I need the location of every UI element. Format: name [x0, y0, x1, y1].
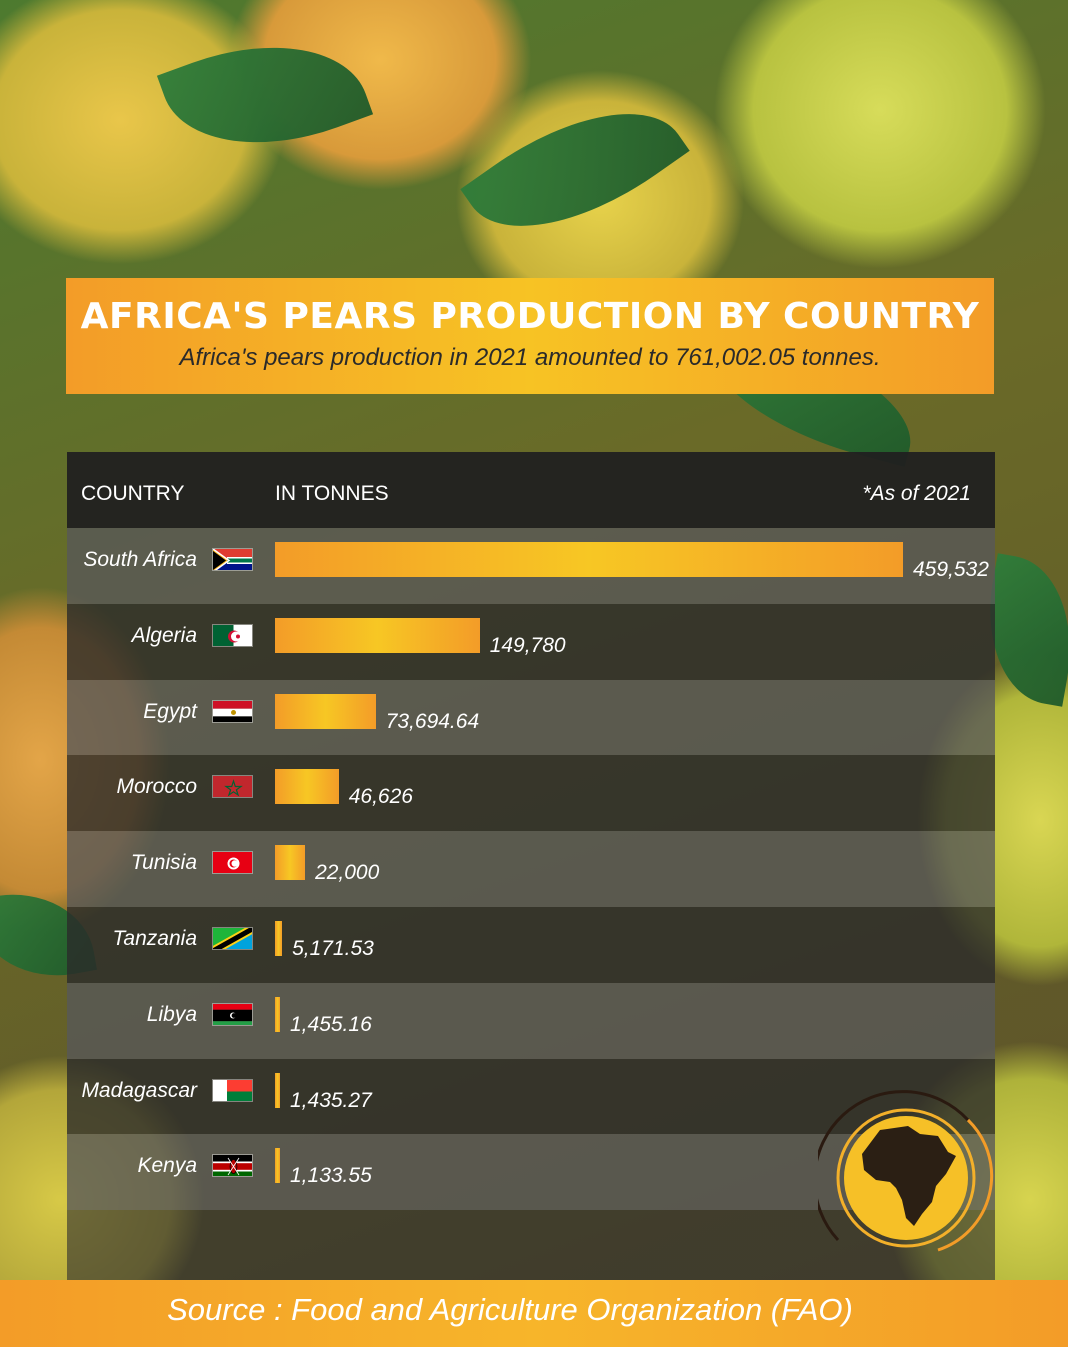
- africa-logo: [813, 1090, 994, 1266]
- bar: [275, 769, 339, 805]
- country-label: Kenya: [137, 1154, 197, 1178]
- country-label: Egypt: [143, 699, 197, 723]
- data-table-panel: COUNTRY IN TONNES *As of 2021 South Afri…: [67, 452, 995, 1280]
- bar: [275, 845, 306, 881]
- chart-title: AFRICA'S PEARS PRODUCTION BY COUNTRY: [80, 296, 980, 337]
- bar-value-label: 459,532: [913, 558, 989, 581]
- flag-madagascar-icon: [212, 1078, 253, 1102]
- bar: [275, 1072, 280, 1108]
- country-label: Morocco: [116, 775, 197, 799]
- bar: [275, 921, 283, 956]
- country-label: Libya: [146, 1002, 197, 1026]
- bar: [275, 996, 280, 1032]
- table-row: [67, 831, 995, 907]
- table-header-row: COUNTRY IN TONNES *As of 2021: [67, 452, 995, 528]
- flag-algeria-icon: [212, 623, 253, 647]
- flag-morocco-icon: [212, 775, 253, 799]
- tonnes-column-header: IN TONNES: [275, 482, 389, 505]
- source-footer: Source : Food and Agriculture Organizati…: [0, 1280, 1068, 1347]
- bar-value-label: 1,455.16: [290, 1012, 372, 1036]
- bar: [275, 693, 376, 729]
- country-label: South Africa: [83, 548, 197, 571]
- leaf-decoration: [460, 68, 690, 272]
- flag-tunisia-icon: [212, 851, 253, 875]
- country-label: Tunisia: [130, 851, 197, 875]
- flag-tanzania-icon: [212, 927, 253, 950]
- bar-value-label: 73,694.64: [385, 709, 480, 733]
- bar-value-label: 22,000: [315, 861, 380, 885]
- bar-value-label: 46,626: [348, 785, 413, 809]
- flag-libya-icon: [212, 1002, 253, 1026]
- bar: [275, 1148, 280, 1184]
- chart-subtitle: Africa's pears production in 2021 amount…: [179, 344, 881, 371]
- country-label: Madagascar: [81, 1078, 197, 1102]
- title-banner: AFRICA'S PEARS PRODUCTION BY COUNTRY Afr…: [66, 278, 994, 394]
- country-column-header: COUNTRY: [81, 482, 185, 505]
- bar-value-label: 149,780: [489, 633, 566, 657]
- table-row: [67, 982, 995, 1059]
- leaf-decoration: [156, 10, 374, 180]
- flag-south-africa-icon: [212, 548, 253, 571]
- bar-value-label: 1,435.27: [290, 1088, 372, 1112]
- table-row: [67, 907, 995, 983]
- country-label: Tanzania: [112, 927, 197, 950]
- as-of-note: *As of 2021: [862, 482, 971, 505]
- source-text: Source : Food and Agriculture Organizati…: [167, 1292, 853, 1327]
- bar-value-label: 5,171.53: [292, 937, 374, 960]
- table-row: [67, 755, 995, 832]
- bar: [275, 617, 480, 653]
- flag-egypt-icon: [212, 699, 253, 723]
- table-row: [67, 679, 995, 756]
- flag-kenya-icon: [212, 1154, 253, 1178]
- country-label: Algeria: [131, 623, 197, 647]
- bar: [275, 542, 903, 577]
- bar-value-label: 1,133.55: [290, 1164, 372, 1188]
